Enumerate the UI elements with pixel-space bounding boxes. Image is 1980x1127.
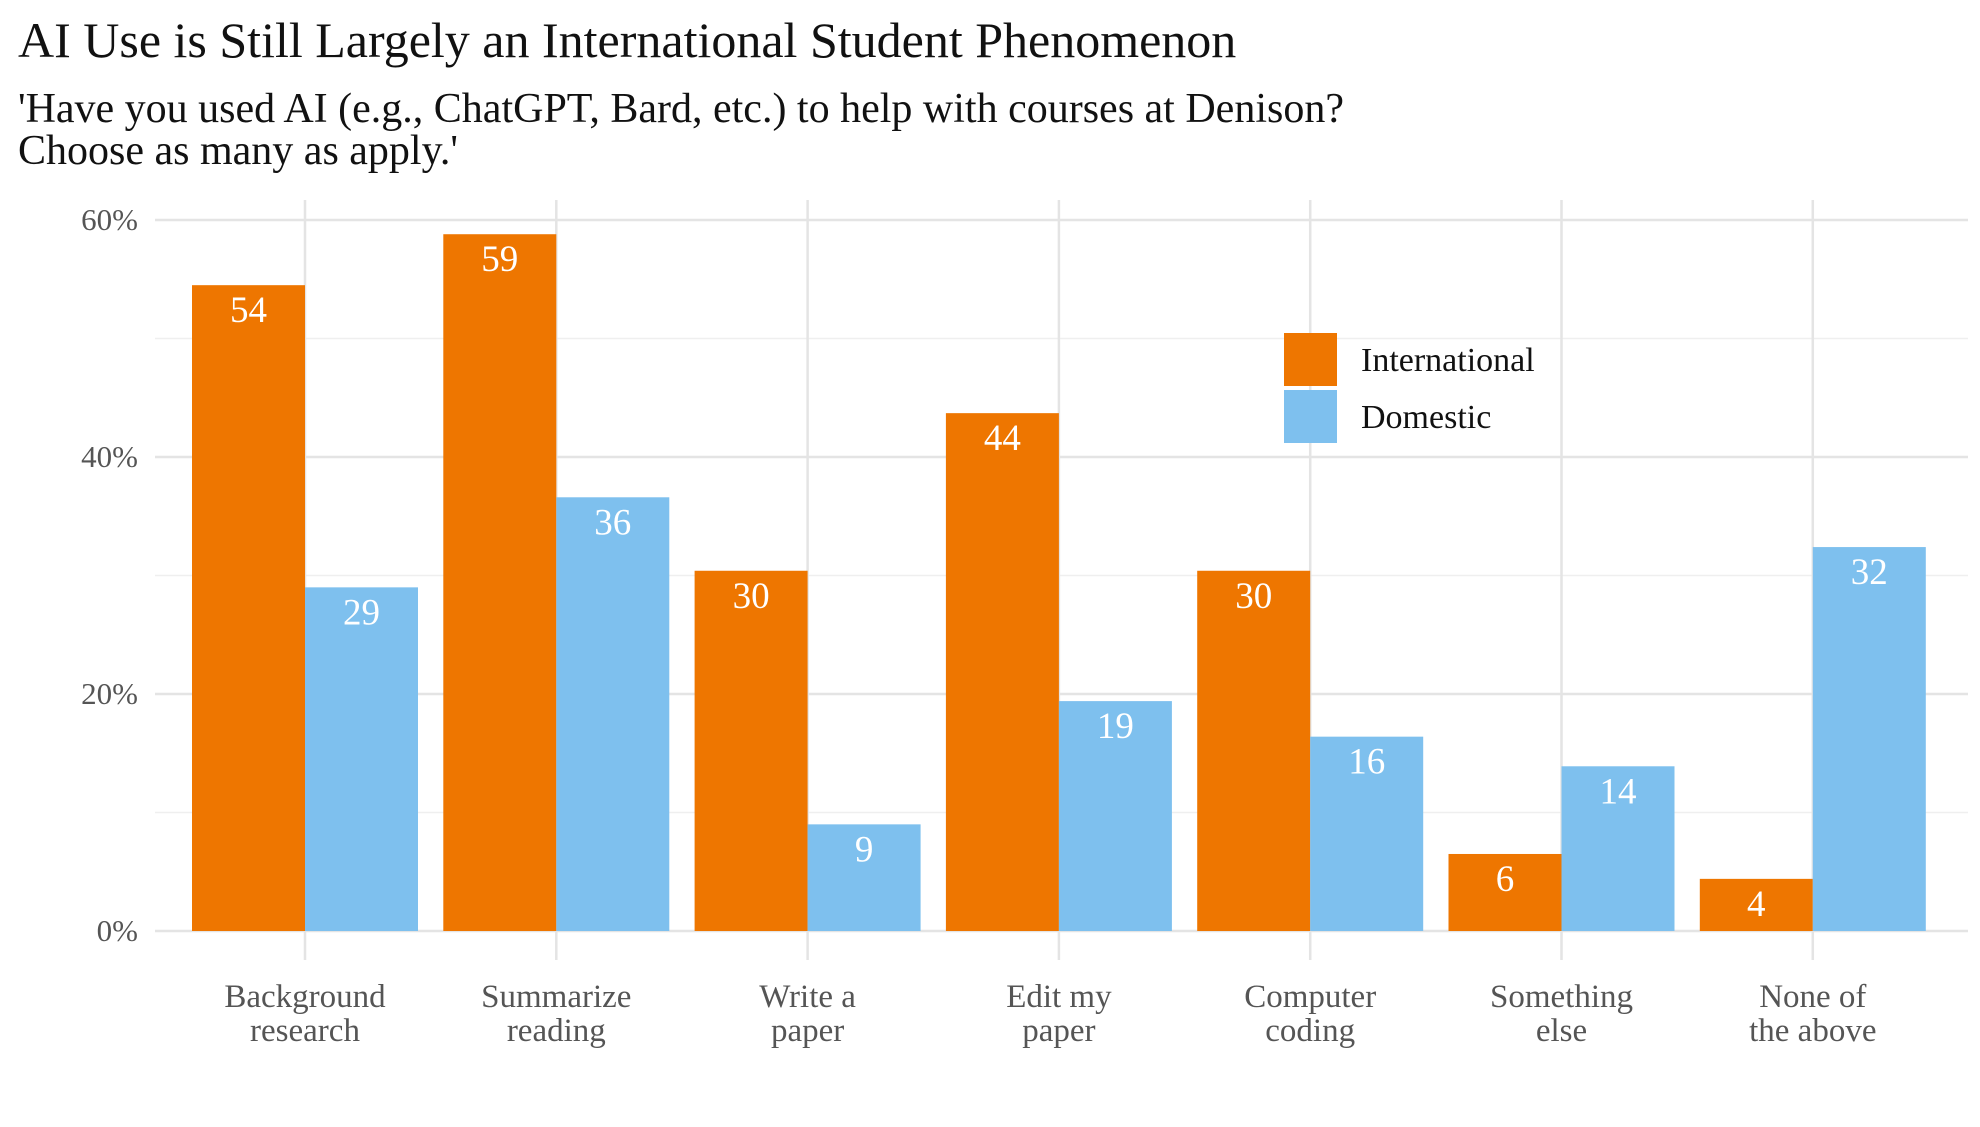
legend-label-international: International	[1361, 342, 1535, 379]
bar-international	[1197, 570, 1311, 931]
bar-international	[443, 234, 557, 932]
y-tick-label: 60%	[81, 202, 138, 237]
bar-domestic	[807, 824, 921, 931]
bars: 54 29 59 36 30 9 44 19 30 16 6 14 4 32	[192, 234, 1926, 932]
data-label: 9	[855, 829, 874, 870]
data-label: 4	[1747, 884, 1766, 925]
bar-international	[1448, 853, 1562, 931]
data-label: 30	[1235, 576, 1272, 617]
data-label: 54	[230, 290, 267, 331]
x-tick-label: Write a paper	[759, 979, 856, 1049]
chart-subtitle: 'Have you used AI (e.g., ChatGPT, Bard, …	[18, 86, 1344, 174]
bar-international	[945, 413, 1059, 931]
legend-label-domestic: Domestic	[1361, 399, 1491, 436]
bar-domestic	[1812, 547, 1926, 931]
x-axis: Background research Summarize reading Write …	[224, 979, 1876, 1049]
bar-international	[1699, 878, 1813, 931]
data-label: 19	[1097, 706, 1134, 747]
y-tick-label: 40%	[81, 439, 138, 474]
bar-domestic	[1058, 701, 1172, 931]
data-label: 30	[733, 576, 770, 617]
data-label: 44	[984, 418, 1021, 459]
x-tick-label: Summarize reading	[481, 979, 631, 1049]
data-label: 14	[1600, 771, 1637, 812]
y-tick-label: 20%	[81, 676, 138, 711]
bar-domestic	[1310, 736, 1424, 931]
y-tick-label: 0%	[97, 913, 138, 948]
data-label: 6	[1496, 859, 1515, 900]
chart-title: AI Use is Still Largely an International…	[18, 12, 1237, 68]
legend: International Domestic	[1284, 333, 1535, 443]
bar-domestic	[1561, 766, 1675, 931]
data-label: 32	[1851, 552, 1888, 593]
bar-international	[694, 570, 808, 931]
data-label: 29	[343, 592, 380, 633]
y-axis: 0% 20% 40% 60%	[81, 202, 138, 948]
data-label: 16	[1348, 742, 1385, 783]
x-tick-label: None of the above	[1749, 979, 1876, 1049]
data-label: 36	[594, 502, 631, 543]
data-label: 59	[481, 239, 518, 280]
x-tick-label: Something else	[1490, 979, 1633, 1049]
x-tick-label: Edit my paper	[1006, 979, 1112, 1049]
x-tick-label: Computer coding	[1244, 979, 1376, 1049]
bar-international	[192, 285, 305, 931]
bar-domestic	[556, 497, 670, 931]
x-tick-label: Background research	[224, 979, 386, 1049]
bar-domestic	[305, 587, 418, 931]
legend-key-international	[1284, 333, 1337, 386]
legend-key-domestic	[1284, 390, 1337, 443]
